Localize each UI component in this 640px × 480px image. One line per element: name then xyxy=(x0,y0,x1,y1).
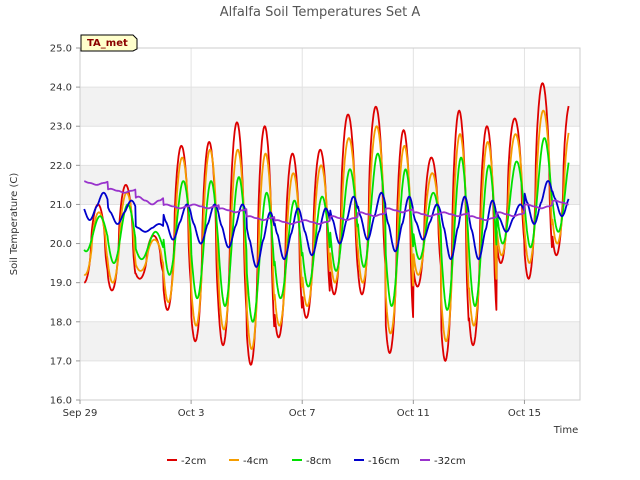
chart-title: Alfalfa Soil Temperatures Set A xyxy=(220,5,421,20)
y-tick-label: 20.0 xyxy=(50,239,72,250)
badge-shape xyxy=(80,34,138,52)
x-axis-title: Time xyxy=(553,425,578,436)
y-tick-label: 23.0 xyxy=(50,122,72,133)
x-tick-label: Sep 29 xyxy=(63,408,98,419)
x-axis: Sep 29 Oct 3 Oct 7 Oct 11 Oct 15 xyxy=(63,400,541,419)
badge: TA_met xyxy=(80,34,138,52)
series-lines xyxy=(83,82,570,366)
y-tick-label: 24.0 xyxy=(50,83,72,94)
legend: -2cm -4cm -8cm -16cm -32cm xyxy=(167,456,466,467)
y-axis-title: Soil Temperature (C) xyxy=(9,173,20,276)
legend-label: -2cm xyxy=(181,456,206,467)
y-tick-label: 25.0 xyxy=(50,44,72,55)
legend-label: -32cm xyxy=(434,456,466,467)
series-line-minus-8cm xyxy=(83,137,570,323)
badge-text: TA_met xyxy=(87,38,128,49)
plot-band xyxy=(80,321,580,361)
y-tick-label: 19.0 xyxy=(50,278,72,289)
x-tick-label: Oct 3 xyxy=(178,408,205,419)
plot-band xyxy=(80,165,580,205)
legend-label: -16cm xyxy=(368,456,400,467)
x-tick-label: Oct 7 xyxy=(289,408,316,419)
legend-label: -4cm xyxy=(243,456,268,467)
y-axis: 16.0 17.0 18.0 19.0 20.0 21.0 22.0 23.0 24.0 25.0 xyxy=(50,44,80,407)
y-tick-label: 17.0 xyxy=(50,356,72,367)
y-tick-label: 21.0 xyxy=(50,200,72,211)
y-tick-label: 18.0 xyxy=(50,317,72,328)
series-line-minus-32cm xyxy=(83,180,569,225)
legend-label: -8cm xyxy=(306,456,331,467)
series-line-minus-4cm xyxy=(83,109,570,350)
plot-frame xyxy=(79,47,581,401)
plot-band xyxy=(80,87,580,127)
y-tick-label: 16.0 xyxy=(50,396,72,407)
y-tick-label: 22.0 xyxy=(50,161,72,172)
x-tick-label: Oct 15 xyxy=(508,408,541,419)
x-tick-label: Oct 11 xyxy=(397,408,430,419)
plot-bands xyxy=(80,87,580,361)
